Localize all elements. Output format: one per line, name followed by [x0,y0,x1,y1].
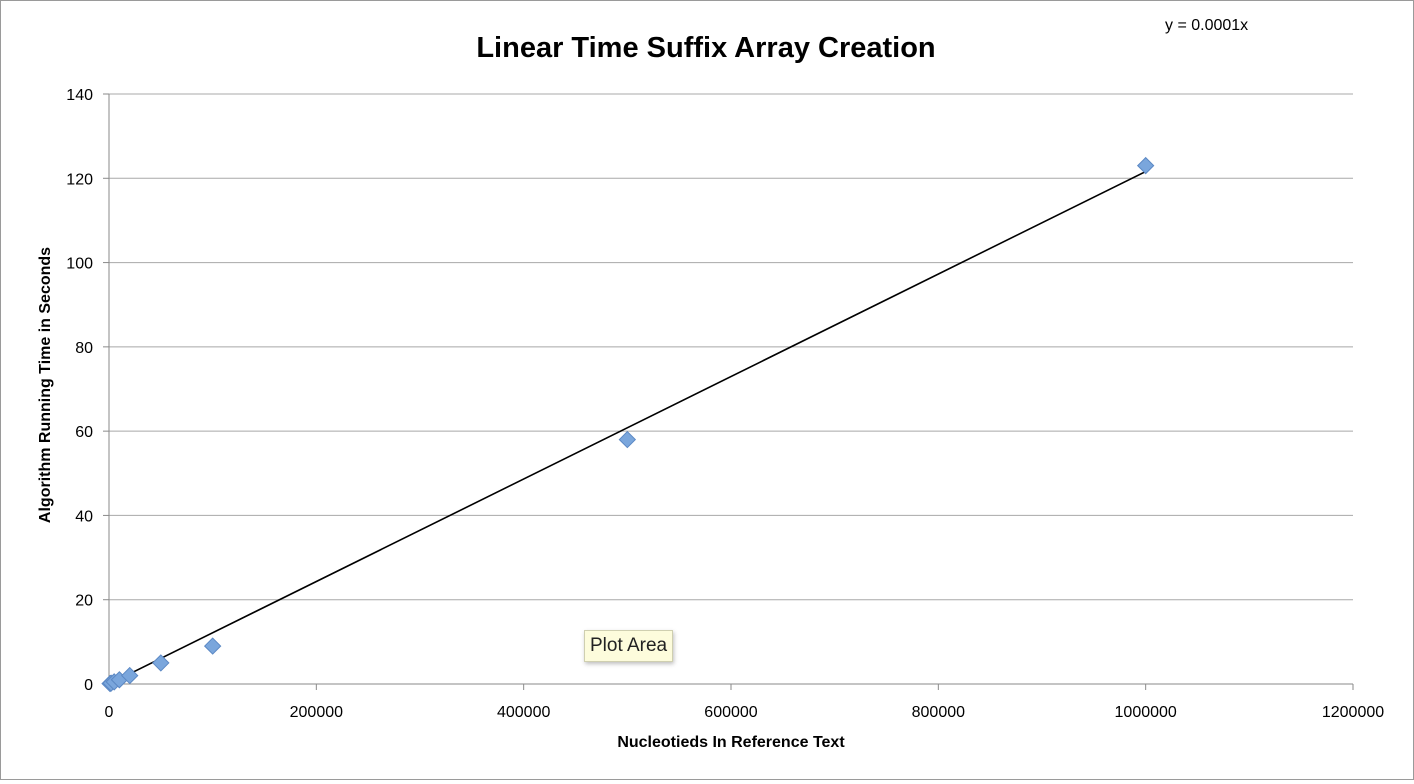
data-point[interactable] [152,654,170,672]
y-tick-label: 60 [75,424,93,441]
x-axis-label: Nucleotieds In Reference Text [617,734,845,751]
y-tick-label: 40 [75,508,93,525]
x-tick-label: 1200000 [1322,704,1384,721]
x-tick-label: 600000 [704,704,757,721]
axes [103,93,1354,690]
y-tick-label: 20 [75,593,93,610]
data-point[interactable] [618,430,637,449]
trendline-group [108,170,1147,685]
data-point[interactable] [203,637,222,655]
trendline[interactable] [108,170,1147,685]
y-tick-label: 80 [75,340,93,357]
x-tick-label: 0 [105,704,114,721]
data-points [101,156,1155,693]
x-tick-label: 800000 [912,704,965,721]
chart-title: Linear Time Suffix Array Creation [476,32,935,64]
x-tick-label: 400000 [497,704,550,721]
trendline-equation: y = 0.0001x [1165,17,1248,34]
x-tick-label: 1000000 [1115,704,1177,721]
y-tick-label: 120 [66,171,93,188]
tick-labels: 0 20 40 60 80 100 120 140 0 200000 400000 600000 800… [66,87,1384,721]
gridlines [109,93,1353,601]
y-tick-label: 100 [66,256,93,273]
y-axis-label: Algorithm Running Time in Seconds [37,247,54,523]
plot-area-tooltip: Plot Area [584,630,674,662]
y-tick-label: 140 [66,87,93,104]
x-tick-label: 200000 [290,704,343,721]
data-point[interactable] [121,666,139,685]
data-point[interactable] [1136,156,1155,175]
y-tick-label: 0 [84,677,93,694]
